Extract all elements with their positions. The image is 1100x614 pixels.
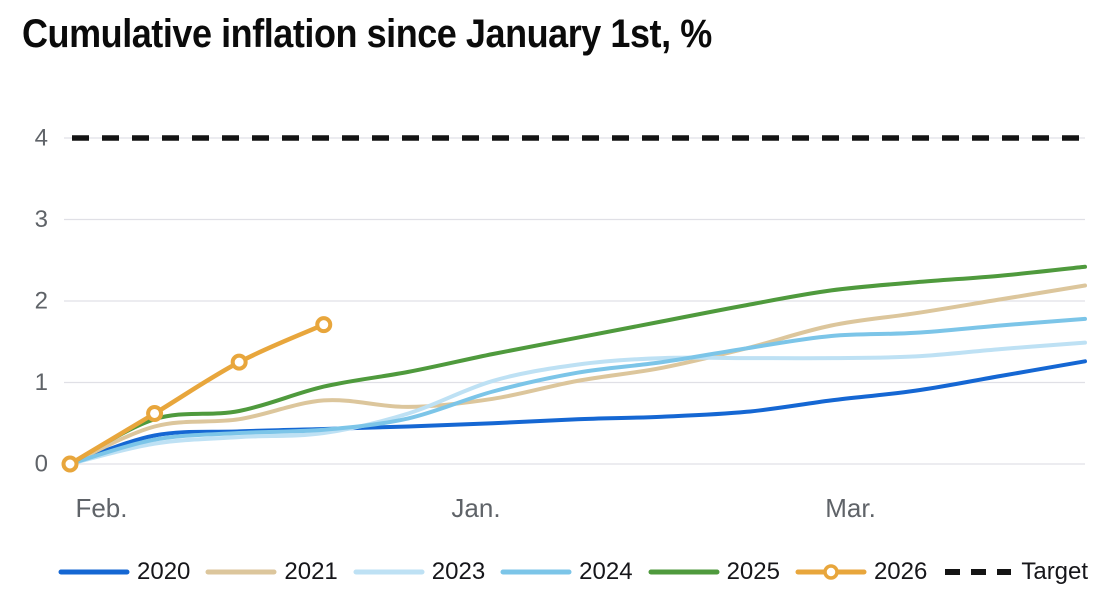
legend-item-target[interactable]: Target [942, 558, 1088, 586]
x-tick-label-feb: Feb. [75, 493, 127, 523]
y-tick-label-1: 1 [35, 369, 48, 396]
legend-item-2020[interactable]: 2020 [58, 558, 190, 586]
legend-label-2025: 2025 [726, 558, 780, 585]
chart-plot-area: 0 1 2 3 4 Feb. Jan. Mar. [35, 125, 1087, 523]
series-line-2024 [68, 316, 1087, 466]
y-tick-label-2: 2 [35, 288, 48, 315]
legend-swatch-target [945, 569, 1012, 575]
legend-item-2023[interactable]: 2023 [353, 558, 485, 586]
legend-label-2020: 2020 [137, 558, 191, 585]
data-point-marker-2026 [230, 353, 248, 371]
legend-swatch-2026 [795, 564, 867, 580]
legend: 2020 2021 2023 2024 2025 2026 Target [58, 558, 1088, 586]
legend-label-2026: 2026 [873, 558, 928, 585]
legend-label-target: Target [1021, 558, 1089, 585]
y-tick-label-4: 4 [35, 125, 48, 152]
x-tick-label-mar: Mar. [825, 493, 876, 523]
legend-item-2024[interactable]: 2024 [500, 558, 633, 586]
y-tick-label-3: 3 [35, 206, 48, 233]
x-tick-label-jan: Jan. [451, 493, 500, 523]
y-tick-label-0: 0 [35, 451, 48, 478]
legend-label-2024: 2024 [579, 558, 633, 585]
legend-item-2021[interactable]: 2021 [205, 558, 338, 586]
legend-label-2023: 2023 [431, 558, 486, 585]
legend-item-2025[interactable]: 2025 [648, 558, 780, 586]
series-line-2026 [67, 322, 327, 467]
series-line-2025 [68, 264, 1087, 466]
legend-swatch-2021 [205, 569, 277, 575]
legend-swatch-2023 [353, 569, 425, 575]
legend-marker-icon [823, 564, 839, 580]
legend-swatch-2020 [58, 569, 130, 575]
series-line-2021 [68, 283, 1087, 466]
data-point-marker-2026 [146, 404, 164, 422]
data-point-marker-2026 [61, 455, 79, 473]
series-line-2023 [68, 340, 1087, 466]
legend-label-2021: 2021 [284, 558, 338, 585]
data-point-marker-2026 [315, 316, 333, 334]
legend-swatch-2024 [500, 569, 572, 575]
legend-item-2026[interactable]: 2026 [795, 558, 927, 586]
legend-swatch-2025 [648, 569, 720, 575]
chart-title: Cumulative inflation since January 1st, … [22, 12, 712, 56]
